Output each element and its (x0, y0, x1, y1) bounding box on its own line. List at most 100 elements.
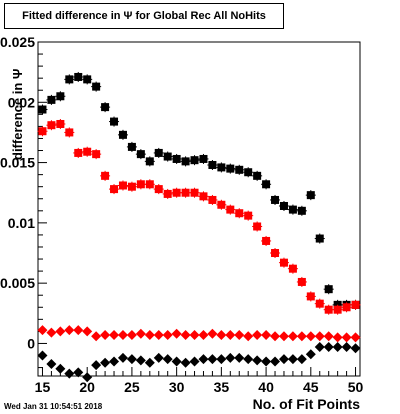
diamond-marker (135, 328, 146, 339)
diamond-marker (126, 330, 137, 341)
square-marker (127, 182, 136, 191)
square-marker (324, 305, 333, 314)
square-marker (145, 157, 154, 166)
diamond-marker (314, 331, 325, 342)
diamond-marker (243, 331, 254, 342)
square-marker (279, 258, 288, 267)
diamond-marker (100, 330, 111, 341)
square-marker (297, 277, 306, 286)
square-marker (38, 127, 47, 136)
diamond-marker (135, 355, 146, 366)
diamond-marker (91, 331, 102, 342)
square-marker (83, 147, 92, 156)
square-marker (118, 181, 127, 190)
diamond-marker (270, 331, 281, 342)
square-marker (74, 72, 83, 81)
y-tick-label: 0.02 (8, 94, 35, 110)
diamond-marker (117, 330, 128, 341)
square-marker (262, 236, 271, 245)
diamond-marker (296, 331, 307, 342)
axes: 15 20 25 30 35 40 45 50 0 0.005 0.01 0.015 0.02 0.025 (0, 34, 364, 395)
square-marker (83, 75, 92, 84)
diamond-marker (117, 352, 128, 363)
x-tick-label: 15 (35, 379, 51, 395)
diamond-marker (323, 331, 334, 342)
diamond-marker (323, 342, 334, 353)
diamond-marker (225, 352, 236, 363)
diamond-marker (109, 330, 120, 341)
timestamp: Wed Jan 31 10:54:51 2018 (4, 402, 103, 411)
diamond-marker (225, 330, 236, 341)
square-marker (181, 188, 190, 197)
square-marker (74, 148, 83, 157)
square-marker (101, 171, 110, 180)
square-marker (118, 130, 127, 139)
square-marker (271, 249, 280, 258)
diamond-marker (153, 352, 164, 363)
diamond-marker (37, 325, 48, 336)
diamond-marker (91, 360, 102, 371)
square-marker (38, 105, 47, 114)
square-marker (351, 300, 360, 309)
diamond-marker (171, 328, 182, 339)
diamond-marker (287, 331, 298, 342)
square-marker (244, 211, 253, 220)
diamond-marker (55, 326, 66, 337)
square-marker (324, 285, 333, 294)
chart-title: Fitted difference in Ψ for Global Rec Al… (22, 10, 266, 22)
square-marker (244, 168, 253, 177)
square-marker (333, 305, 342, 314)
diamond-marker (46, 327, 57, 338)
square-marker (279, 201, 288, 210)
chart-title-box: Fitted difference in Ψ for Global Rec Al… (4, 3, 284, 29)
diamond-marker (216, 354, 227, 365)
y-tick-label: 0.01 (8, 215, 35, 231)
diamond-marker (261, 356, 272, 367)
diamond-marker (82, 326, 93, 337)
square-marker (172, 154, 181, 163)
square-marker (110, 117, 119, 126)
diamond-marker (207, 354, 218, 365)
y-tick-label: 0.015 (0, 155, 35, 171)
square-marker (145, 180, 154, 189)
diamond-marker (350, 332, 361, 343)
diamond-marker (198, 354, 209, 365)
square-marker (154, 185, 163, 194)
diamond-marker (100, 357, 111, 368)
square-marker (110, 185, 119, 194)
diamond-marker (350, 343, 361, 354)
x-tick-label: 35 (214, 379, 230, 395)
data-marks (37, 71, 361, 383)
diamond-marker (207, 328, 218, 339)
diamond-marker (73, 367, 84, 378)
square-marker (262, 180, 271, 189)
square-marker (235, 165, 244, 174)
diamond-marker (341, 342, 352, 353)
y-tick-label: 0.025 (0, 34, 35, 50)
diamond-marker (296, 354, 307, 365)
square-marker (199, 154, 208, 163)
diamond-marker (234, 352, 245, 363)
diamond-marker (64, 368, 75, 379)
diamond-marker (270, 356, 281, 367)
diamond-marker (278, 331, 289, 342)
square-marker (217, 200, 226, 209)
diamond-marker (261, 330, 272, 341)
x-axis-label: No. of Fit Points (252, 396, 360, 412)
diamond-marker (278, 354, 289, 365)
square-marker (199, 192, 208, 201)
y-tick-label: 0.005 (0, 275, 35, 291)
diamond-marker (180, 330, 191, 341)
square-marker (56, 92, 65, 101)
square-marker (226, 164, 235, 173)
diamond-marker (314, 342, 325, 353)
y-tick-label: 0 (27, 335, 35, 351)
x-tick-label: 40 (258, 379, 274, 395)
square-marker (217, 163, 226, 172)
square-marker (136, 150, 145, 159)
square-marker (342, 303, 351, 312)
x-tick-label: 20 (79, 379, 95, 395)
diamond-marker (332, 342, 343, 353)
diamond-marker (162, 330, 173, 341)
